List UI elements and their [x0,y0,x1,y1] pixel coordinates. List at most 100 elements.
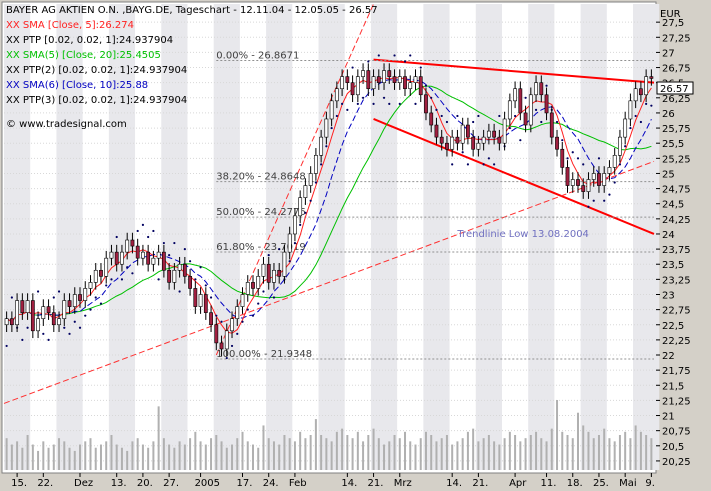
parabolic-dot [519,139,522,142]
candle-body [649,76,654,79]
candle-body [256,276,261,289]
volume-bar [309,435,312,470]
parabolic-dot [346,108,349,112]
parabolic-dot [57,290,61,293]
parabolic-dot [120,278,124,281]
volume-bar [372,428,375,470]
candle-body [602,173,607,186]
parabolic-dot [105,284,108,287]
parabolic-dot [498,114,501,118]
volume-bar [320,435,323,470]
volume-bar [362,441,365,470]
volume-bar [89,438,92,470]
volume-bar [84,441,87,470]
y-tick-label: 27,25 [662,33,691,44]
candle-body [172,269,177,283]
parabolic-dot [466,163,470,166]
candle-body [366,70,371,90]
candle-body [476,142,481,150]
y-tick-label: 27,5 [662,18,684,29]
x-tick-label: 27. [163,478,179,489]
volume-bar [424,431,427,470]
parabolic-dot [314,181,317,184]
parabolic-dot [603,199,606,202]
x-tick-label: 24. [263,478,279,489]
fib-label: 50.00% - 24.2776 [216,207,305,218]
candle-body [203,294,208,313]
candle-body [298,197,303,217]
x-tick-label: Mrz [394,478,412,489]
volume-bar [388,441,391,470]
parabolic-dot [508,126,511,130]
candle-body [135,245,140,259]
long-trendline [3,160,655,404]
gridlines [4,21,654,462]
volume-bar [225,447,228,470]
parabolic-dot [472,120,475,124]
candle-body [282,251,287,277]
parabolic-dot [592,199,595,202]
volume-bar [251,444,254,470]
parabolic-dot [440,114,443,118]
parabolic-dot [299,223,302,226]
legend-entry: XX SMA(6) [Close, 10]:25.88 [6,80,148,91]
volume-bar [178,441,181,470]
volume-bar [440,438,443,470]
candle-body [424,94,428,114]
volume-bar [472,428,475,470]
volume-bar [115,444,118,470]
current-price-label: 26.57 [660,84,689,95]
volume-bar [262,425,265,470]
candle-body [198,294,203,307]
candle-body [471,136,476,150]
volume-bar [550,428,553,470]
candle-body [156,251,161,259]
current-price-marker: 26.57 [656,81,694,95]
parabolic-dot [629,126,632,130]
candle-body [597,173,601,186]
volume-bar [31,444,34,470]
volume-bar [356,431,359,470]
candle-body [293,215,297,235]
x-tick-label: 14. [446,478,462,489]
x-tick-label: Dez [74,478,93,489]
volume-bar [608,438,611,470]
volume-bar [73,450,76,470]
volume-bar [592,438,595,470]
volume-bar [236,438,239,470]
y-tick-label: 25 [662,169,675,180]
volume-bar [634,425,637,470]
x-tick-label: 21. [472,478,488,489]
candle-body [376,76,381,83]
y-tick-label: 25,5 [662,139,684,150]
parabolic-dot [183,248,186,251]
volume-bar [393,435,396,470]
x-tick-label: 11. [541,478,557,489]
volume-bar [99,444,102,470]
parabolic-dot [131,272,134,275]
candle-body [387,70,392,77]
y-tick-label: 22 [662,351,675,362]
volume-bar [529,435,532,470]
parabolic-dot [624,145,627,148]
parabolic-dot [424,84,428,87]
candle-body [83,288,88,301]
candle-body [623,118,628,138]
candle-body [403,76,407,90]
candle-body [576,179,580,186]
candle-body [182,263,187,277]
y-tick-label: 22,5 [662,321,684,332]
y-tick-label: 24 [662,230,675,241]
legend: XX SMA [Close, 5]:26.274 XX PTP [0.02, 0.… [6,5,378,130]
candle-body [586,179,591,192]
legend-entry: XX PTP(2) [0.02, 0.02, 1]:24.937904 [6,65,187,76]
candle-body [235,306,240,320]
volume-bar [482,438,485,470]
volume-bar [37,450,40,470]
candle-body [591,173,596,180]
parabolic-dot [141,223,145,226]
candle-body [125,239,130,253]
x-tick-label: Feb [289,478,307,489]
volume-bar [477,441,480,470]
candle-body [466,124,470,138]
